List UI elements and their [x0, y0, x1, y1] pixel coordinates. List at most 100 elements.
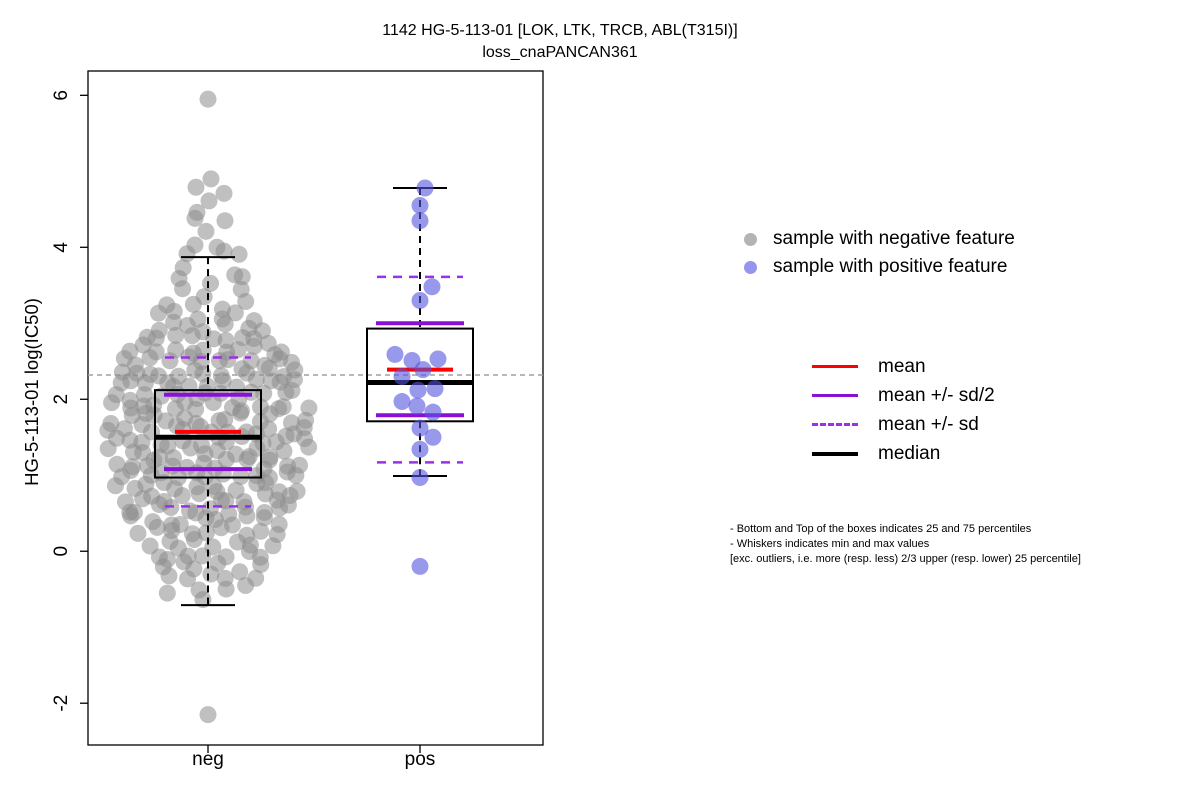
sample-point: [202, 170, 220, 188]
chart-subtitle: loss_cnaPANCAN361: [482, 44, 638, 61]
title-block: 1142 HG-5-113-01 [LOK, LTK, TRCB, ABL(T3…: [160, 20, 960, 64]
sample-point: [411, 291, 429, 309]
sample-point: [423, 278, 441, 296]
positive-sample-dot-icon: [744, 260, 757, 274]
sample-point: [122, 461, 140, 479]
sample-point: [173, 487, 191, 505]
sample-point: [429, 350, 447, 368]
footnote-line: - Whiskers indicates min and max values: [730, 538, 930, 550]
sample-point: [411, 469, 429, 487]
legend-item-label: median: [878, 442, 941, 464]
sample-point: [231, 563, 249, 581]
sample-point: [145, 451, 163, 469]
sample-point: [238, 450, 256, 468]
legend-item-label: mean: [878, 355, 926, 377]
sample-point: [393, 393, 411, 411]
sample-point: [215, 184, 233, 202]
sample-point: [200, 192, 218, 210]
plot-frame: [87, 70, 544, 746]
sample-point: [424, 428, 442, 446]
sample-point: [204, 393, 222, 411]
sample-point: [260, 420, 278, 438]
sample-point: [264, 537, 282, 555]
sample-point: [183, 327, 201, 345]
sample-point: [194, 547, 212, 565]
sample-point: [190, 485, 208, 503]
sample-point: [416, 179, 434, 197]
sample-point: [230, 245, 248, 263]
y-tick-label: -2: [51, 695, 72, 712]
legend-samples: sample with negative feature sample with…: [744, 225, 1015, 281]
y-tick-label: 4: [51, 242, 72, 253]
sample-point: [199, 706, 217, 724]
sample-point: [103, 394, 121, 412]
x-tick-label-pos: pos: [404, 749, 436, 770]
sample-point: [275, 442, 293, 460]
sample-point: [167, 326, 185, 344]
chart-title: 1142 HG-5-113-01 [LOK, LTK, TRCB, ABL(T3…: [382, 22, 738, 39]
sample-point: [186, 209, 204, 227]
sample-point: [141, 349, 159, 367]
sample-point: [160, 567, 178, 585]
sample-point: [408, 397, 426, 415]
legend-item-label: mean +/- sd: [878, 413, 979, 435]
sample-point: [260, 451, 278, 469]
sample-point: [411, 419, 429, 437]
sample-point: [411, 557, 429, 575]
sample-point: [279, 496, 297, 514]
sample-point: [148, 518, 166, 536]
sample-point: [149, 304, 167, 322]
sample-point: [274, 398, 292, 416]
sample-point: [147, 329, 165, 347]
sample-point: [226, 304, 244, 322]
sample-point: [260, 359, 278, 377]
sample-point: [122, 507, 140, 525]
sample-point: [215, 242, 233, 260]
footnote-line: - Bottom and Top of the boxes indicates …: [730, 523, 1032, 535]
sample-point: [197, 222, 215, 240]
sample-point: [122, 372, 140, 390]
sample-point: [158, 584, 176, 602]
sample-point: [161, 352, 179, 370]
sample-point: [247, 370, 265, 388]
sample-point: [393, 367, 411, 385]
sample-point: [237, 293, 255, 311]
sample-point: [232, 404, 250, 422]
sample-point: [186, 236, 204, 254]
sample-point: [219, 351, 237, 369]
x-tick-label-neg: neg: [192, 749, 224, 770]
sample-point: [179, 570, 197, 588]
legend-item-negative: sample with negative feature: [744, 225, 1015, 253]
y-tick-label: 6: [51, 90, 72, 101]
sample-point: [185, 531, 203, 549]
sample-point: [233, 268, 251, 286]
sample-point: [184, 295, 202, 313]
sample-point: [214, 372, 232, 390]
sd2-line-icon: [812, 394, 858, 397]
sample-point: [216, 315, 234, 333]
sample-point: [411, 440, 429, 458]
sample-point: [411, 196, 429, 214]
sample-point: [134, 336, 152, 354]
sample-point: [252, 522, 270, 540]
sample-point: [277, 427, 295, 445]
sample-point: [216, 212, 234, 230]
sample-point: [238, 507, 256, 525]
sample-point: [217, 492, 235, 510]
sample-point: [187, 178, 205, 196]
sample-point: [99, 440, 117, 458]
legend-item-mean-sd2: mean +/- sd/2: [812, 381, 995, 410]
footnote: - Bottom and Top of the boxes indicates …: [730, 522, 1081, 567]
sample-point: [182, 439, 200, 457]
legend-item-mean-sd: mean +/- sd: [812, 410, 995, 439]
sample-point: [411, 212, 429, 230]
sample-point: [199, 90, 217, 108]
sample-point: [202, 565, 220, 583]
sample-point: [229, 533, 247, 551]
sample-point: [217, 580, 235, 598]
legend-item-label: mean +/- sd/2: [878, 384, 995, 406]
sample-point: [129, 524, 147, 542]
sample-point: [414, 361, 432, 379]
sample-point: [245, 337, 263, 355]
